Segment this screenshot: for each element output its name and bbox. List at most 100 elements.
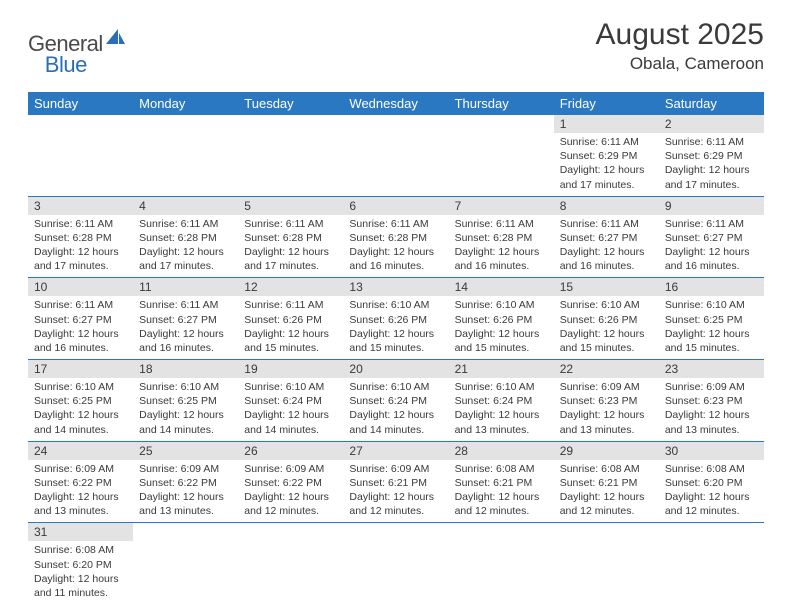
day-number: 19 xyxy=(238,360,343,378)
day-data: Sunrise: 6:09 AMSunset: 6:22 PMDaylight:… xyxy=(238,460,343,523)
sunset-line: Sunset: 6:27 PM xyxy=(139,313,232,327)
weekday-header: Tuesday xyxy=(238,92,343,115)
calendar-cell xyxy=(343,523,448,604)
calendar-cell: 13Sunrise: 6:10 AMSunset: 6:26 PMDayligh… xyxy=(343,278,448,360)
empty-day xyxy=(343,523,448,541)
sunset-line: Sunset: 6:28 PM xyxy=(349,231,442,245)
daylight-line: Daylight: 12 hours and 16 minutes. xyxy=(560,245,653,273)
calendar-cell: 4Sunrise: 6:11 AMSunset: 6:28 PMDaylight… xyxy=(133,196,238,278)
month-title: August 2025 xyxy=(596,18,764,52)
day-data: Sunrise: 6:11 AMSunset: 6:27 PMDaylight:… xyxy=(28,296,133,359)
calendar-cell: 19Sunrise: 6:10 AMSunset: 6:24 PMDayligh… xyxy=(238,360,343,442)
daylight-line: Daylight: 12 hours and 16 minutes. xyxy=(139,327,232,355)
calendar-cell: 2Sunrise: 6:11 AMSunset: 6:29 PMDaylight… xyxy=(659,115,764,196)
calendar-cell: 1Sunrise: 6:11 AMSunset: 6:29 PMDaylight… xyxy=(554,115,659,196)
sunset-line: Sunset: 6:29 PM xyxy=(560,149,653,163)
sunrise-line: Sunrise: 6:09 AM xyxy=(139,462,232,476)
daylight-line: Daylight: 12 hours and 13 minutes. xyxy=(139,490,232,518)
day-number: 20 xyxy=(343,360,448,378)
day-number: 3 xyxy=(28,197,133,215)
sunset-line: Sunset: 6:23 PM xyxy=(665,394,758,408)
logo-text-blue: Blue xyxy=(45,52,87,78)
weekday-header: Saturday xyxy=(659,92,764,115)
day-number: 29 xyxy=(554,442,659,460)
sunrise-line: Sunrise: 6:10 AM xyxy=(349,298,442,312)
day-number: 16 xyxy=(659,278,764,296)
daylight-line: Daylight: 12 hours and 17 minutes. xyxy=(34,245,127,273)
sail-icon xyxy=(105,28,127,51)
sunset-line: Sunset: 6:28 PM xyxy=(139,231,232,245)
day-data: Sunrise: 6:11 AMSunset: 6:28 PMDaylight:… xyxy=(449,215,554,278)
sunset-line: Sunset: 6:20 PM xyxy=(34,558,127,572)
calendar-table: Sunday Monday Tuesday Wednesday Thursday… xyxy=(28,92,764,604)
sunrise-line: Sunrise: 6:11 AM xyxy=(139,298,232,312)
empty-day xyxy=(449,523,554,541)
weekday-header: Monday xyxy=(133,92,238,115)
sunrise-line: Sunrise: 6:08 AM xyxy=(455,462,548,476)
day-number: 12 xyxy=(238,278,343,296)
day-data: Sunrise: 6:10 AMSunset: 6:24 PMDaylight:… xyxy=(343,378,448,441)
day-number: 10 xyxy=(28,278,133,296)
daylight-line: Daylight: 12 hours and 12 minutes. xyxy=(455,490,548,518)
day-data: Sunrise: 6:11 AMSunset: 6:27 PMDaylight:… xyxy=(133,296,238,359)
calendar-row: 17Sunrise: 6:10 AMSunset: 6:25 PMDayligh… xyxy=(28,360,764,442)
calendar-cell: 20Sunrise: 6:10 AMSunset: 6:24 PMDayligh… xyxy=(343,360,448,442)
daylight-line: Daylight: 12 hours and 13 minutes. xyxy=(665,408,758,436)
daylight-line: Daylight: 12 hours and 14 minutes. xyxy=(139,408,232,436)
daylight-line: Daylight: 12 hours and 13 minutes. xyxy=(455,408,548,436)
sunrise-line: Sunrise: 6:10 AM xyxy=(665,298,758,312)
sunrise-line: Sunrise: 6:10 AM xyxy=(139,380,232,394)
sunset-line: Sunset: 6:27 PM xyxy=(34,313,127,327)
sunrise-line: Sunrise: 6:09 AM xyxy=(665,380,758,394)
sunset-line: Sunset: 6:26 PM xyxy=(560,313,653,327)
daylight-line: Daylight: 12 hours and 14 minutes. xyxy=(34,408,127,436)
location: Obala, Cameroon xyxy=(596,54,764,74)
calendar-cell: 10Sunrise: 6:11 AMSunset: 6:27 PMDayligh… xyxy=(28,278,133,360)
sunrise-line: Sunrise: 6:10 AM xyxy=(560,298,653,312)
day-data: Sunrise: 6:08 AMSunset: 6:21 PMDaylight:… xyxy=(449,460,554,523)
day-data: Sunrise: 6:11 AMSunset: 6:29 PMDaylight:… xyxy=(659,133,764,196)
sunrise-line: Sunrise: 6:11 AM xyxy=(139,217,232,231)
daylight-line: Daylight: 12 hours and 15 minutes. xyxy=(244,327,337,355)
weekday-header: Thursday xyxy=(449,92,554,115)
day-number: 17 xyxy=(28,360,133,378)
calendar-cell: 6Sunrise: 6:11 AMSunset: 6:28 PMDaylight… xyxy=(343,196,448,278)
sunset-line: Sunset: 6:27 PM xyxy=(665,231,758,245)
calendar-row: 1Sunrise: 6:11 AMSunset: 6:29 PMDaylight… xyxy=(28,115,764,196)
day-data: Sunrise: 6:10 AMSunset: 6:25 PMDaylight:… xyxy=(28,378,133,441)
sunrise-line: Sunrise: 6:10 AM xyxy=(455,380,548,394)
day-number: 25 xyxy=(133,442,238,460)
sunset-line: Sunset: 6:27 PM xyxy=(560,231,653,245)
day-number: 6 xyxy=(343,197,448,215)
day-number: 9 xyxy=(659,197,764,215)
daylight-line: Daylight: 12 hours and 16 minutes. xyxy=(34,327,127,355)
empty-day xyxy=(133,115,238,133)
daylight-line: Daylight: 12 hours and 11 minutes. xyxy=(34,572,127,600)
calendar-cell: 28Sunrise: 6:08 AMSunset: 6:21 PMDayligh… xyxy=(449,441,554,523)
sunset-line: Sunset: 6:22 PM xyxy=(244,476,337,490)
empty-day xyxy=(133,523,238,541)
daylight-line: Daylight: 12 hours and 17 minutes. xyxy=(665,163,758,191)
sunset-line: Sunset: 6:26 PM xyxy=(455,313,548,327)
sunrise-line: Sunrise: 6:08 AM xyxy=(560,462,653,476)
calendar-body: 1Sunrise: 6:11 AMSunset: 6:29 PMDaylight… xyxy=(28,115,764,604)
day-number: 23 xyxy=(659,360,764,378)
calendar-row: 24Sunrise: 6:09 AMSunset: 6:22 PMDayligh… xyxy=(28,441,764,523)
empty-day xyxy=(449,115,554,133)
empty-day xyxy=(659,523,764,541)
calendar-cell: 3 Sunrise: 6:11 AMSunset: 6:28 PMDaylight… xyxy=(28,196,133,278)
sunset-line: Sunset: 6:21 PM xyxy=(349,476,442,490)
day-data: Sunrise: 6:08 AMSunset: 6:20 PMDaylight:… xyxy=(28,541,133,604)
day-number: 18 xyxy=(133,360,238,378)
day-data: Sunrise: 6:10 AMSunset: 6:25 PMDaylight:… xyxy=(659,296,764,359)
sunrise-line: Sunrise: 6:10 AM xyxy=(455,298,548,312)
day-data: Sunrise: 6:10 AMSunset: 6:24 PMDaylight:… xyxy=(449,378,554,441)
calendar-row: 31Sunrise: 6:08 AMSunset: 6:20 PMDayligh… xyxy=(28,523,764,604)
daylight-line: Daylight: 12 hours and 12 minutes. xyxy=(665,490,758,518)
sunrise-line: Sunrise: 6:11 AM xyxy=(34,217,127,231)
calendar-cell xyxy=(133,115,238,196)
day-number: 7 xyxy=(449,197,554,215)
day-data: Sunrise: 6:09 AMSunset: 6:23 PMDaylight:… xyxy=(554,378,659,441)
day-data: Sunrise: 6:11 AMSunset: 6:29 PMDaylight:… xyxy=(554,133,659,196)
sunset-line: Sunset: 6:28 PM xyxy=(34,231,127,245)
